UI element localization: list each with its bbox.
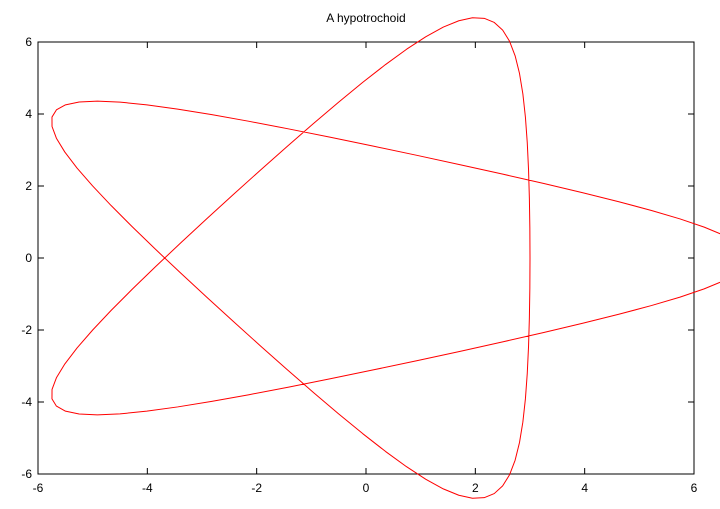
x-tick-label: -4	[142, 481, 153, 495]
y-tick-label: -6	[21, 467, 32, 481]
x-tick-label: -6	[33, 481, 44, 495]
y-tick-label: -2	[21, 323, 32, 337]
x-tick-label: 6	[691, 481, 698, 495]
x-tick-label: 2	[472, 481, 479, 495]
x-tick-label: -2	[251, 481, 262, 495]
axis-tick-labels: -6 -4 -2 0 2 4 6 -6 -4 -2 0 2 4 6	[21, 35, 697, 495]
y-tick-label: 2	[25, 179, 32, 193]
axis-ticks	[37, 41, 695, 475]
y-tick-label: 0	[25, 251, 32, 265]
y-tick-label: -4	[21, 395, 32, 409]
y-tick-label: 6	[25, 35, 32, 49]
y-tick-label: 4	[25, 107, 32, 121]
x-tick-label: 0	[363, 481, 370, 495]
series-layer	[51, 17, 720, 499]
plot-area-frame	[37, 41, 695, 475]
x-tick-label: 4	[581, 481, 588, 495]
chart-title: A hypotrochoid	[326, 11, 405, 25]
series-line-hypotrochoid	[51, 17, 720, 499]
